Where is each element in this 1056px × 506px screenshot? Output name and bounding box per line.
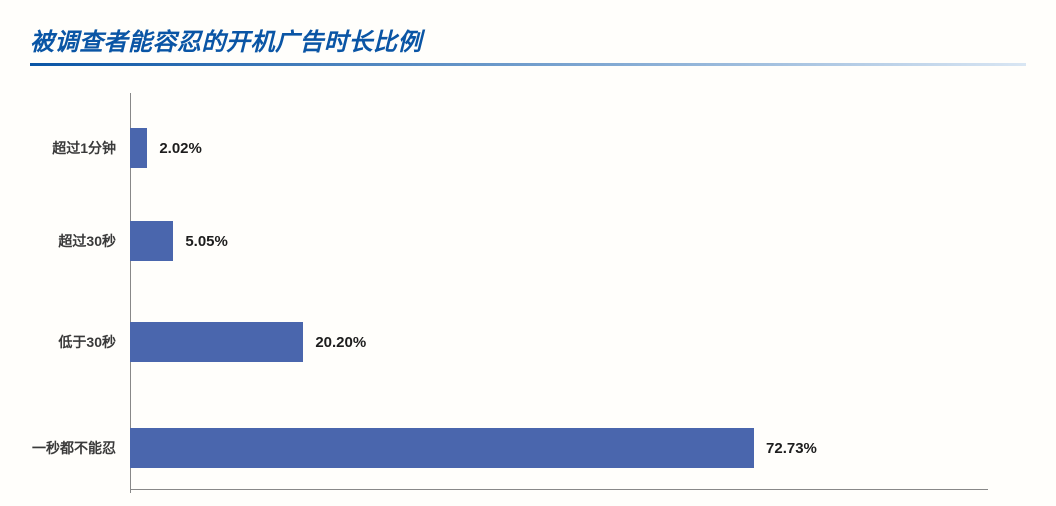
bar-label: 低于30秒: [58, 332, 116, 352]
bar-row: 超过30秒 5.05%: [130, 221, 228, 261]
bars-container: 超过1分钟 2.02% 超过30秒 5.05% 低于30秒 20.20% 一秒都…: [130, 90, 988, 490]
bar-value: 20.20%: [315, 334, 366, 351]
bar-row: 超过1分钟 2.02%: [130, 128, 202, 168]
bar-value: 5.05%: [185, 233, 228, 250]
bar-label: 一秒都不能忍: [32, 438, 116, 458]
title-block: 被调查者能容忍的开机广告时长比例: [0, 0, 1056, 66]
bar-row: 低于30秒 20.20%: [130, 322, 366, 362]
bar-label: 超过30秒: [58, 231, 116, 251]
title-underline: [30, 63, 1026, 66]
bar-value: 2.02%: [159, 140, 202, 157]
bar-label: 超过1分钟: [52, 138, 116, 158]
bar-value: 72.73%: [766, 440, 817, 457]
bar: [130, 428, 754, 468]
bar: [130, 322, 303, 362]
chart-area: 超过1分钟 2.02% 超过30秒 5.05% 低于30秒 20.20% 一秒都…: [108, 90, 988, 490]
bar: [130, 221, 173, 261]
chart-title: 被调查者能容忍的开机广告时长比例: [30, 22, 1056, 57]
bar-row: 一秒都不能忍 72.73%: [130, 428, 817, 468]
bar: [130, 128, 147, 168]
